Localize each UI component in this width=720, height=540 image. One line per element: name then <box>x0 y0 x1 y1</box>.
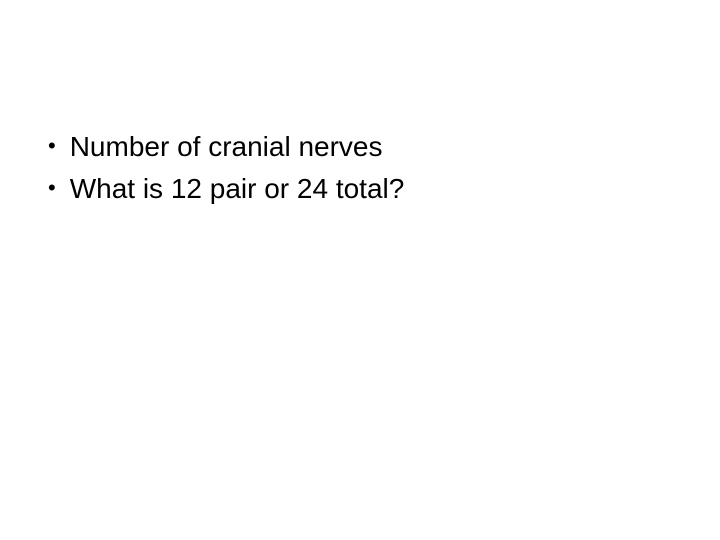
bullet-text: What is 12 pair or 24 total? <box>70 170 405 208</box>
bullet-item: • Number of cranial nerves <box>48 128 404 166</box>
bullet-marker-icon: • <box>48 128 56 163</box>
bullet-marker-icon: • <box>48 170 56 205</box>
slide-content: • Number of cranial nerves • What is 12 … <box>48 128 404 212</box>
bullet-text: Number of cranial nerves <box>70 128 383 166</box>
bullet-item: • What is 12 pair or 24 total? <box>48 170 404 208</box>
